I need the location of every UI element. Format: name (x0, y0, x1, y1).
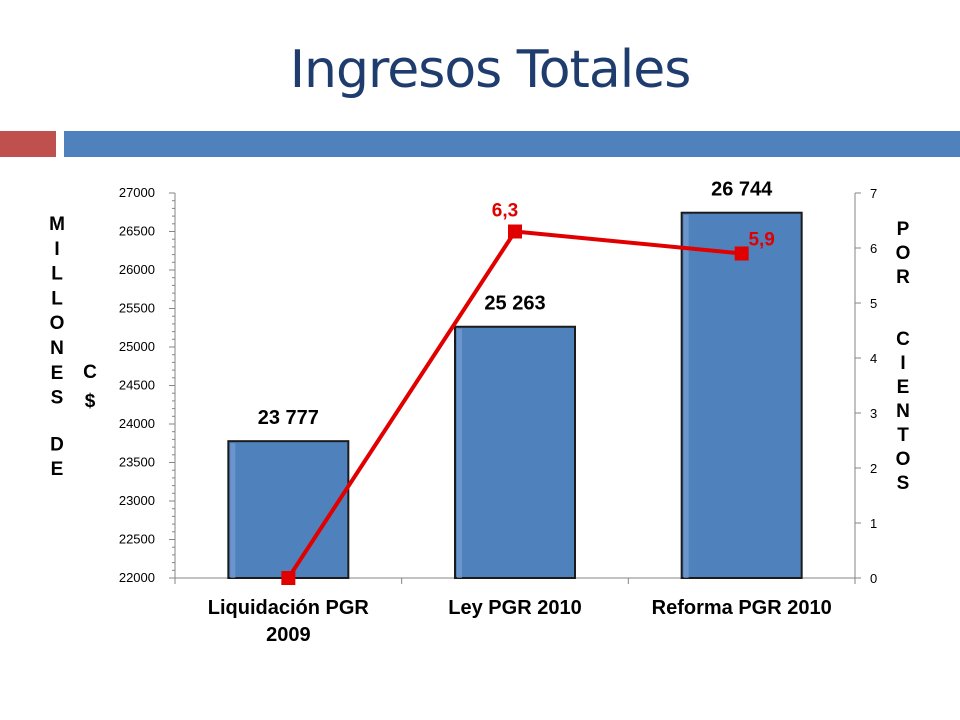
left-tick-label: 24500 (119, 378, 155, 393)
bar-highlight (683, 214, 689, 578)
left-tick-label: 27000 (119, 185, 155, 200)
left-axis-title-letter: S (51, 388, 64, 409)
percent-value-label: 6,3 (492, 201, 518, 222)
left-tick-label: 25500 (119, 301, 155, 316)
left-axis-unit-letter: $ (85, 391, 96, 412)
right-axis-title-letter: E (897, 377, 910, 398)
bar-value-label: 23 777 (258, 407, 319, 429)
left-tick-label: 22500 (119, 532, 155, 547)
right-axis-title-letter: I (900, 353, 905, 374)
right-axis-title-letter: N (896, 401, 910, 422)
left-axis-title-letter: O (50, 313, 65, 334)
right-tick-label: 4 (870, 351, 877, 366)
right-axis-title-letter: T (897, 425, 909, 446)
percent-marker (281, 571, 296, 585)
left-tick-label: 25000 (119, 339, 155, 354)
bar-highlight (457, 328, 462, 578)
left-axis-title-letter: D (50, 434, 64, 455)
right-tick-label: 7 (870, 186, 877, 201)
left-tick-label: 24000 (119, 416, 155, 431)
left-axis-unit-letter: C (83, 362, 97, 383)
percent-marker (508, 224, 522, 239)
right-tick-label: 6 (870, 241, 877, 256)
left-axis-title-letter: I (54, 239, 59, 260)
right-tick-label: 2 (870, 461, 877, 476)
right-tick-label: 0 (870, 571, 877, 586)
category-label: 2009 (266, 624, 311, 646)
right-axis-title-letter: R (896, 267, 910, 288)
right-axis-title-letter: O (896, 243, 911, 264)
bar-value-label: 25 263 (484, 293, 545, 315)
slide-title: Ingresos Totales (289, 40, 692, 100)
right-tick-label: 1 (870, 516, 877, 531)
bar-highlight (230, 443, 236, 578)
right-axis-title-letter: C (896, 329, 910, 350)
left-axis-title-letter: L (51, 288, 63, 309)
title-accent-bar-red (0, 131, 56, 157)
left-tick-label: 23000 (119, 493, 155, 508)
category-label: Reforma PGR 2010 (652, 597, 832, 619)
percent-value-label: 5,9 (748, 230, 774, 251)
left-axis-title-letter: E (51, 363, 64, 384)
left-axis-title-letter: L (51, 264, 63, 285)
category-label: Liquidación PGR (208, 597, 370, 619)
bar (680, 211, 803, 579)
left-tick-label: 26000 (119, 262, 155, 277)
left-tick-label: 22000 (119, 570, 155, 585)
left-axis-title-letter: E (51, 459, 64, 480)
percent-marker (734, 246, 749, 261)
left-tick-label: 23500 (119, 455, 155, 470)
bar (227, 440, 350, 579)
right-tick-label: 5 (870, 296, 877, 311)
title-accent-bar-blue (64, 131, 960, 157)
left-axis-title-letter: M (49, 214, 65, 235)
left-tick-label: 26500 (119, 224, 155, 239)
right-axis-title-letter: S (897, 473, 910, 494)
right-axis-title-letter: O (896, 449, 911, 470)
right-tick-label: 3 (870, 406, 877, 421)
right-axis-title-letter: P (897, 219, 910, 240)
left-axis-title-letter: N (50, 338, 64, 359)
category-label: Ley PGR 2010 (448, 597, 581, 619)
bar-value-label: 26 744 (711, 179, 773, 201)
bar (454, 325, 576, 579)
